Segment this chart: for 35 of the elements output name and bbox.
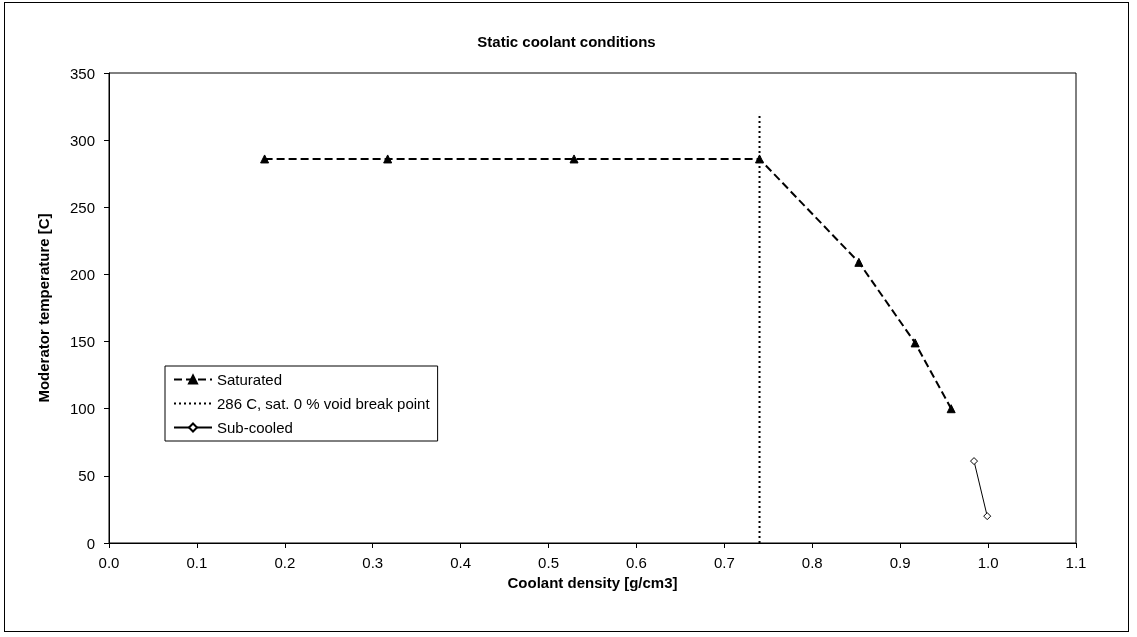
y-tick-label: 0 bbox=[86, 534, 95, 552]
x-tick-label: 0.2 bbox=[274, 554, 296, 571]
y-tick-label: 200 bbox=[69, 265, 95, 283]
legend-label: 286 C, sat. 0 % void break point bbox=[217, 395, 431, 412]
x-tick-label: 0.0 bbox=[98, 554, 120, 571]
point bbox=[854, 257, 864, 267]
point bbox=[260, 154, 270, 164]
x-tick-label: 0.3 bbox=[362, 554, 384, 571]
x-tick-label: 0.7 bbox=[713, 554, 735, 571]
x-tick-label: 0.4 bbox=[450, 554, 472, 571]
legend-label: Saturated bbox=[217, 371, 283, 388]
y-tick-label: 250 bbox=[69, 198, 95, 216]
x-tick-label: 0.5 bbox=[538, 554, 559, 571]
x-tick-label: 0.1 bbox=[186, 554, 208, 571]
y-tick-label: 150 bbox=[69, 333, 95, 351]
x-tick-label: 0.6 bbox=[626, 554, 647, 571]
x-tick-label: 0.9 bbox=[889, 554, 911, 571]
point bbox=[946, 404, 956, 414]
y-tick-label: 100 bbox=[69, 400, 95, 418]
legend-label: Sub-cooled bbox=[217, 419, 293, 436]
point bbox=[983, 512, 992, 521]
y-tick-label: 350 bbox=[69, 64, 95, 82]
y-tick-label: 300 bbox=[69, 131, 95, 149]
chart-title: Static coolant conditions bbox=[477, 33, 656, 50]
x-tick-label: 0.8 bbox=[801, 554, 823, 571]
point bbox=[383, 154, 393, 164]
x-tick-label: 1.1 bbox=[1065, 554, 1087, 571]
point bbox=[970, 457, 979, 466]
x-axis-title: Coolant density [g/cm3] bbox=[507, 574, 678, 591]
point bbox=[755, 154, 765, 164]
point bbox=[910, 338, 920, 348]
x-tick-label: 1.0 bbox=[977, 554, 999, 571]
y-tick-label: 50 bbox=[78, 467, 95, 485]
y-axis-title: Moderator temperature [C] bbox=[35, 213, 52, 403]
point bbox=[569, 154, 579, 164]
